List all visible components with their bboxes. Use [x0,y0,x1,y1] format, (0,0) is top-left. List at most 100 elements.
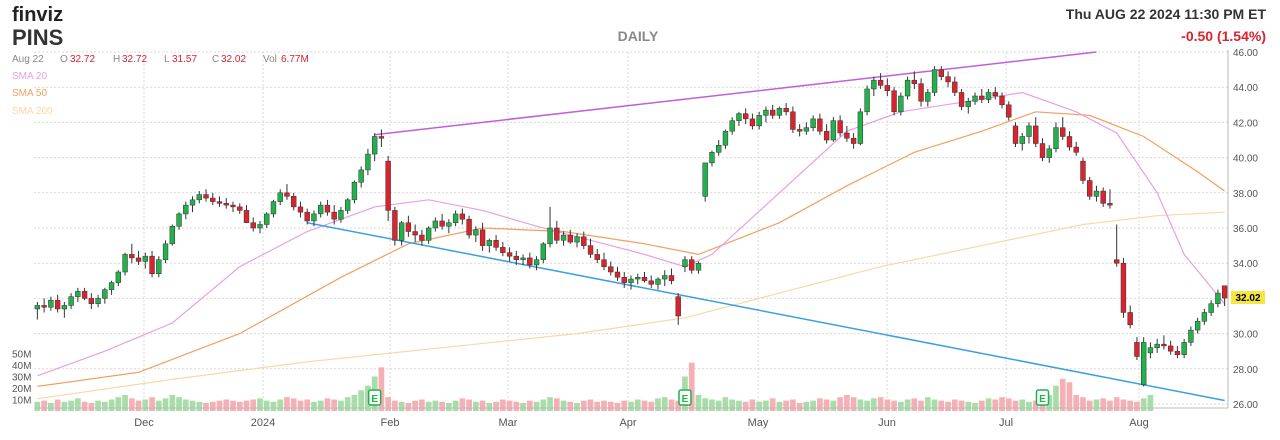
volume-bar [351,394,358,411]
candle [68,293,74,309]
volume-bar [48,402,54,411]
finviz-logo[interactable]: finviz [12,4,63,26]
candle [1039,138,1046,162]
volume-bar [122,394,128,411]
volume-bar [756,401,763,411]
volume-bar [479,400,486,411]
volume-bar [715,400,722,411]
volume-bar [1086,400,1093,411]
candle [877,73,884,89]
candle [945,71,951,88]
candle [1026,122,1032,144]
volume-bar [257,398,263,411]
candle [61,301,68,318]
candle [952,76,958,96]
volume-bar [560,400,567,411]
price-tick: 36.00 [1233,224,1258,235]
volume-bar [567,401,574,411]
volume-bar [621,400,628,411]
candle [850,132,857,149]
volume-bar [392,400,398,411]
volume-bar [446,402,452,411]
candle [291,192,297,211]
last-price-badge: 32.02 [1231,291,1265,304]
volume-bar [864,400,870,411]
volume-bar [587,399,594,411]
candle [277,189,283,206]
candle [439,213,445,230]
price-tick: 28.00 [1233,365,1258,376]
volume-bar [830,400,837,411]
earnings-marker[interactable]: E [678,389,692,406]
volume-bar [877,397,884,411]
candle [149,250,155,278]
volume-bar [284,397,290,411]
candle [203,189,209,202]
volume-tick: 50M [12,350,31,361]
moving-averages [37,91,1226,400]
volume-bar [419,399,425,411]
timeframe-label: DAILY [618,28,659,44]
candle [736,111,742,126]
legend-sma200: SMA 200 [12,106,53,117]
candle [1174,345,1181,359]
candle [1201,308,1208,325]
volume-bar [1134,401,1140,411]
candle [756,111,762,130]
candle [533,256,540,271]
volume-bar [311,401,317,411]
volume-bar [506,400,513,411]
volume-bar [924,397,931,411]
volume-bar [270,401,277,411]
candle [904,76,911,100]
volume-bar [783,400,789,411]
volume-bar [688,362,695,411]
volume-bar [1107,400,1113,411]
candle [1046,145,1052,163]
candle [257,220,263,234]
volume-bar [1053,385,1059,411]
volume-bar [358,390,365,411]
volume-label: Vol [263,54,277,65]
candle [763,106,769,123]
candle [129,243,135,264]
volume-bar [965,401,972,411]
candle [75,287,81,302]
volume-bar [155,400,162,411]
volume-bar [216,400,223,411]
candle [1033,117,1039,148]
candle [1147,342,1154,359]
candle [473,226,479,243]
candle [938,66,944,81]
candle [1154,338,1160,353]
volume-bar [790,399,796,411]
volume-bar [931,399,938,411]
svg-text:E: E [1039,394,1046,405]
volume-bar [628,401,634,411]
volume-bar [54,399,61,411]
candle [769,104,776,119]
candle [567,229,573,244]
candle [1221,285,1228,306]
volume-bar [844,394,850,411]
volume-bar [317,400,324,411]
candle [1006,101,1012,121]
volume-bar [648,401,655,411]
volume-bar [223,399,230,411]
price-tick: 30.00 [1233,330,1258,341]
ohlc-strip: Aug 22 O 32.72 H 32.72 L 31.57 C 32.02 V… [12,54,309,65]
volume-bar [594,401,601,411]
candle [500,242,506,257]
earnings-marker[interactable]: E [367,389,382,406]
candle [1188,326,1194,346]
volume-bar [607,401,614,411]
volume-bar [425,401,432,411]
candle [857,108,864,146]
candle [925,88,931,107]
volume-bar [769,398,776,411]
date-tick: Jun [878,417,896,429]
volume-bar [68,400,74,411]
earnings-marker[interactable]: E [1035,389,1050,406]
close-value: 32.02 [221,54,246,65]
candle [1060,117,1066,140]
